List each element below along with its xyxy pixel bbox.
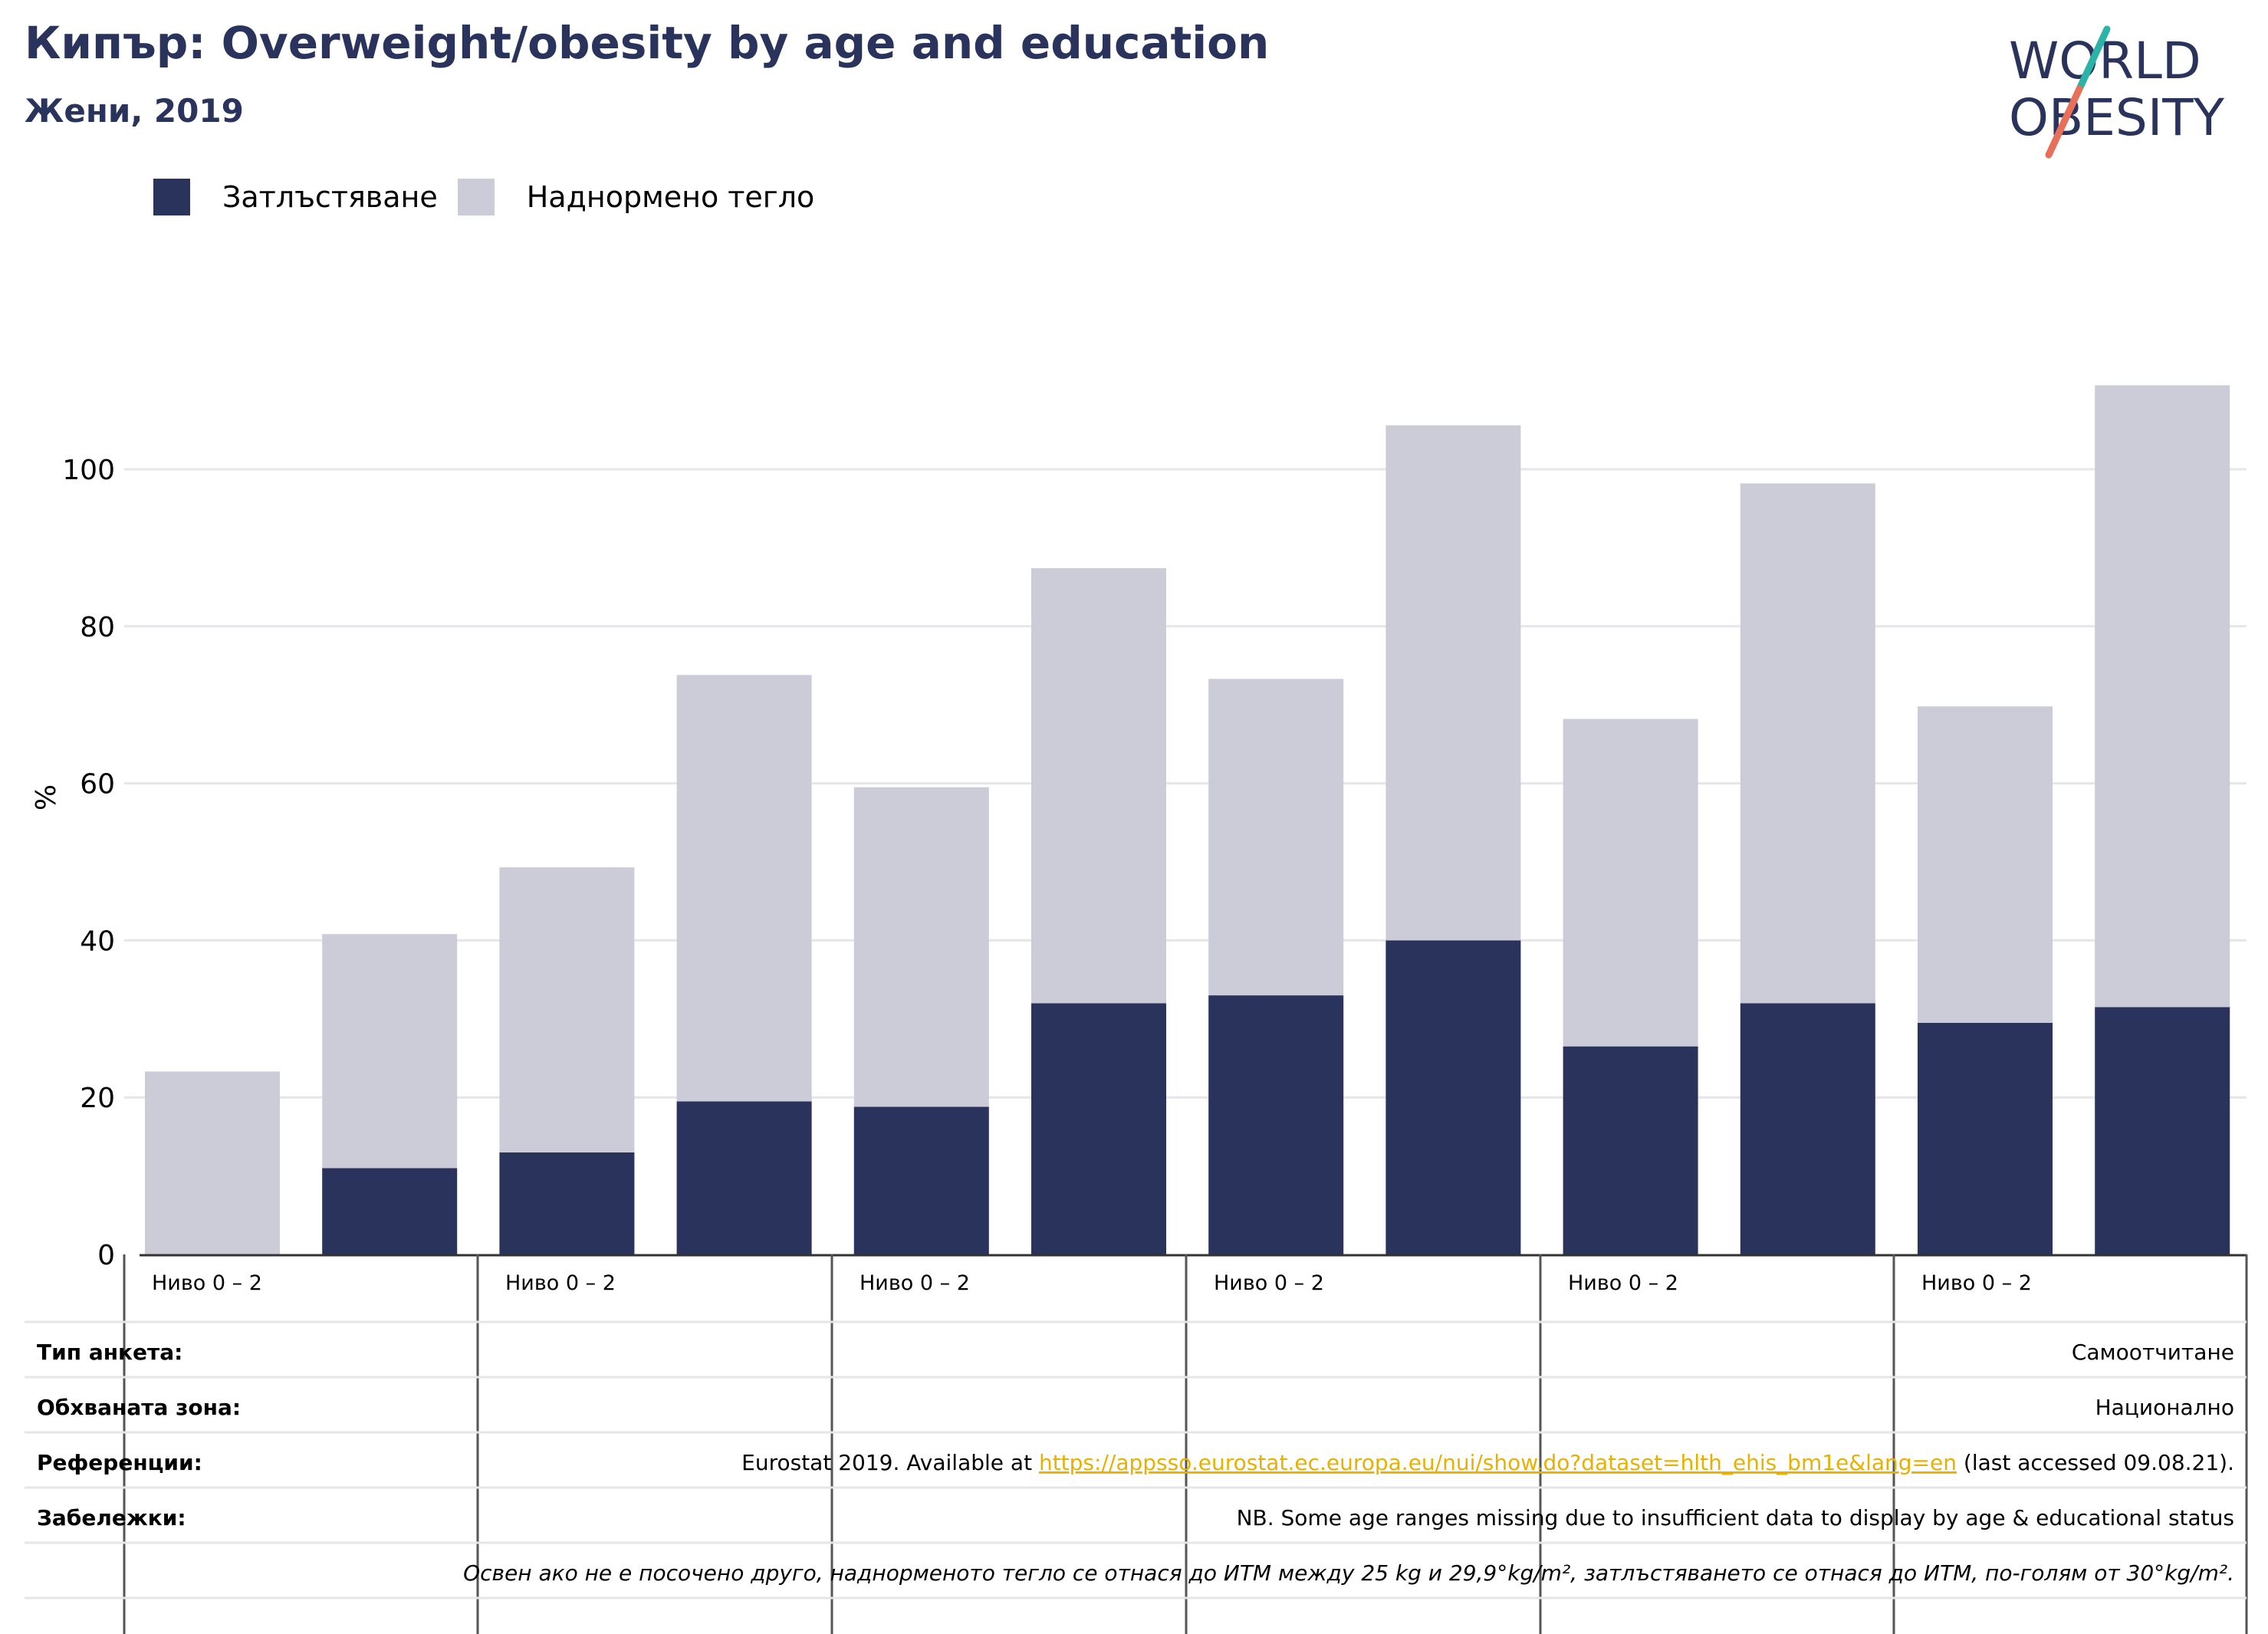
chart-title: Кипър: Overweight/obesity by age and edu… — [25, 17, 1270, 69]
table-row-value: Eurostat 2019. Available at https://apps… — [741, 1450, 2234, 1475]
chart-subtitle: Жени, 2019 — [25, 92, 244, 130]
chart-legend: Затлъстяване Наднормено тегло — [153, 176, 834, 218]
table-row-value: Самоотчитане — [2072, 1340, 2234, 1365]
group-label: Ниво 0 – 2 — [1921, 1271, 2032, 1295]
bar-overweight — [145, 1071, 280, 1254]
group-label: Ниво 0 – 2 — [1568, 1271, 1678, 1295]
bar-obesity — [1740, 1003, 1875, 1254]
table-row-label: Забележки: — [37, 1505, 186, 1530]
table-row-label: Тип анкета: — [37, 1340, 182, 1365]
bar-obesity — [676, 1101, 812, 1254]
bar-overweight — [1031, 568, 1166, 1004]
bar-obesity — [1563, 1046, 1698, 1254]
reference-link[interactable]: https://appsso.eurostat.ec.europa.eu/nui… — [1039, 1450, 1957, 1475]
legend-swatch-obesity — [153, 179, 190, 215]
bar-overweight — [1918, 706, 2053, 1023]
bar-overweight — [1208, 679, 1344, 996]
world-obesity-logo: WORLD OBESITY — [2009, 25, 2225, 159]
reference-prefix: Eurostat 2019. Available at — [741, 1450, 1039, 1475]
bar-obesity — [322, 1168, 458, 1254]
y-tick-label: 60 — [80, 769, 115, 801]
bar-overweight — [1740, 483, 1875, 1004]
bar-overweight — [853, 787, 989, 1107]
y-axis-label: % — [31, 784, 62, 810]
bar-overweight — [499, 867, 635, 1152]
table-row-label: Референции: — [37, 1450, 202, 1475]
table-row-label: Обхваната зона: — [37, 1395, 241, 1420]
bar-overweight — [1563, 718, 1698, 1047]
bar-overweight — [676, 675, 812, 1102]
y-tick-label: 80 — [80, 612, 115, 643]
bar-obesity — [1385, 940, 1521, 1254]
legend-label-obesity: Затлъстяване — [222, 180, 438, 214]
bar-obesity — [1918, 1022, 2053, 1254]
bar-obesity — [2095, 1007, 2230, 1254]
legend-label-overweight: Наднормено тегло — [526, 180, 815, 214]
table-row-value: Национално — [2095, 1395, 2234, 1420]
bar-overweight — [1385, 425, 1521, 941]
y-tick-label: 20 — [80, 1083, 115, 1114]
group-label: Ниво 0 – 2 — [505, 1271, 616, 1295]
table-row-value: NB. Some age ranges missing due to insuf… — [1237, 1505, 2234, 1530]
y-tick-label: 100 — [62, 455, 115, 486]
svg-text:OBESITY: OBESITY — [2009, 88, 2225, 147]
group-label: Ниво 0 – 2 — [152, 1271, 262, 1295]
y-tick-label: 0 — [97, 1240, 115, 1271]
y-tick-label: 40 — [80, 925, 115, 957]
group-label: Ниво 0 – 2 — [1214, 1271, 1324, 1295]
reference-suffix: (last accessed 09.08.21). — [1957, 1450, 2234, 1475]
group-label: Ниво 0 – 2 — [860, 1271, 970, 1295]
bar-overweight — [322, 934, 458, 1169]
bar-overweight — [2095, 385, 2230, 1008]
table-footnote: Освен ако не е посочено друго, наднормен… — [463, 1560, 2234, 1586]
legend-swatch-overweight — [457, 179, 495, 215]
bar-obesity — [499, 1152, 635, 1254]
bar-obesity — [1031, 1003, 1166, 1254]
bar-obesity — [853, 1106, 989, 1254]
bar-obesity — [1208, 995, 1344, 1254]
